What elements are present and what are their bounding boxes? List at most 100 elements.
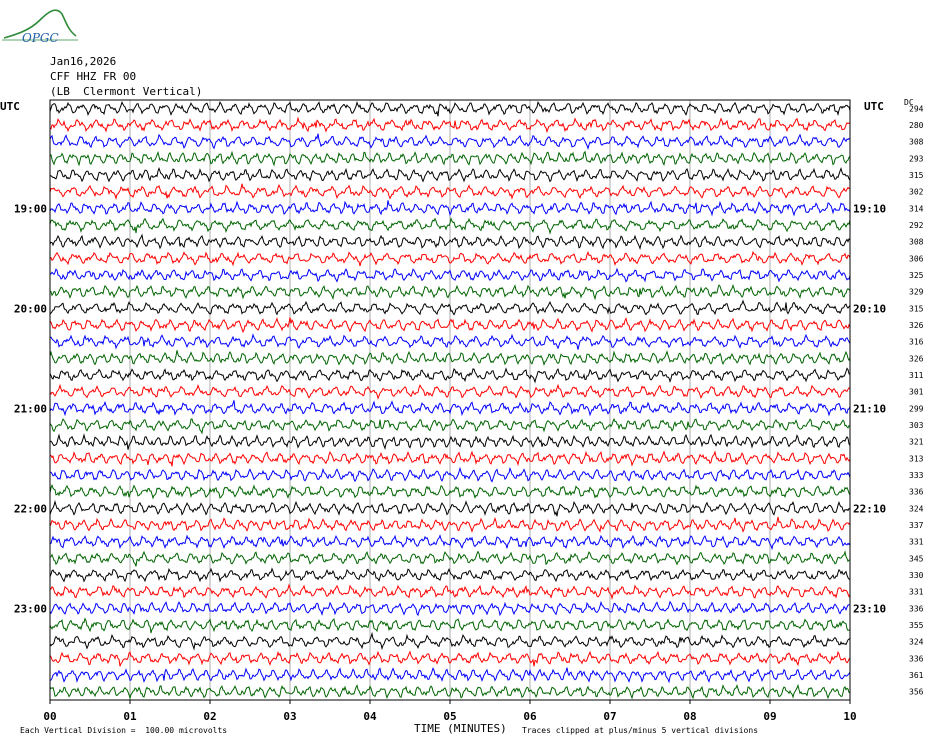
seismic-trace <box>49 583 851 601</box>
dc-offset-label: 301 <box>909 388 924 397</box>
x-tick-label: 01 <box>123 710 137 723</box>
dc-offset-label: 336 <box>909 488 924 497</box>
seismic-trace <box>49 217 851 235</box>
left-hour-label: 23:00 <box>14 602 47 615</box>
dc-offset-label: 355 <box>909 621 924 630</box>
x-axis-title: TIME (MINUTES) <box>414 722 507 735</box>
dc-offset-label: 315 <box>909 304 924 313</box>
x-tick-label: 09 <box>763 710 776 723</box>
dc-offset-label: 345 <box>909 554 924 563</box>
dc-offset-label: 308 <box>909 238 924 247</box>
seismic-trace <box>49 450 851 467</box>
dc-offset-label: 336 <box>909 654 924 663</box>
seismic-trace <box>49 350 851 367</box>
dc-offset-label: 333 <box>909 471 924 480</box>
dc-offset-label: 326 <box>909 321 924 330</box>
seismic-traces <box>49 100 851 701</box>
seismic-trace <box>49 150 851 167</box>
dc-offset-label: 336 <box>909 604 924 613</box>
seismic-trace <box>49 400 851 417</box>
dc-offset-label: 303 <box>909 421 924 430</box>
dc-offset-label: 331 <box>909 538 924 547</box>
dc-offset-label: 324 <box>909 504 924 513</box>
dc-offset-label: 356 <box>909 688 924 697</box>
x-tick-label: 05 <box>443 710 456 723</box>
seismic-trace <box>49 200 851 217</box>
clip-note: Traces clipped at plus/minus 5 vertical … <box>522 726 759 735</box>
seismic-trace <box>49 233 851 251</box>
seismic-trace <box>49 667 851 684</box>
seismic-trace <box>49 549 851 567</box>
seismic-trace <box>49 317 851 334</box>
right-hour-label: 20:10 <box>853 302 886 315</box>
dc-offset-label: 361 <box>909 671 924 680</box>
left-hour-label: 22:00 <box>14 502 47 515</box>
dc-offset-label: 280 <box>909 121 924 130</box>
dc-offset-label: 306 <box>909 254 924 263</box>
left-hour-label: 20:00 <box>14 302 47 315</box>
seismic-trace <box>49 534 851 551</box>
x-tick-label: 02 <box>203 710 216 723</box>
x-tick-label: 08 <box>683 710 696 723</box>
seismic-trace <box>49 100 851 117</box>
seismic-trace <box>49 617 851 634</box>
seismic-trace <box>49 333 851 350</box>
dc-offset-label: 302 <box>909 188 924 197</box>
dc-offset-label: 331 <box>909 588 924 597</box>
dc-offset-label: 292 <box>909 221 924 230</box>
seismic-trace <box>49 116 851 134</box>
dc-offset-label: 329 <box>909 288 924 297</box>
dc-offset-label: 324 <box>909 638 924 647</box>
x-tick-label: 10 <box>843 710 856 723</box>
seismic-trace <box>49 283 851 301</box>
dc-offset-label: 311 <box>909 371 924 380</box>
hour-labels: 19:00 20:00 21:00 22:00 23:00 19:10 20:10 21:10… <box>14 202 886 615</box>
dc-offset-label: 321 <box>909 438 924 447</box>
seismic-trace <box>49 367 851 384</box>
dc-column-label: DC <box>904 98 914 107</box>
x-tick-label: 07 <box>603 710 616 723</box>
date-label: Jan16,2026 <box>50 55 117 68</box>
dc-offset-label: 316 <box>909 338 924 347</box>
logo-text: OPGC <box>22 31 59 45</box>
right-hour-label: 22:10 <box>853 502 886 515</box>
seismic-trace <box>50 166 851 183</box>
dc-offset-label: 293 <box>909 154 924 163</box>
dc-offset-label: 325 <box>909 271 924 280</box>
dc-offset-label: 299 <box>909 404 924 413</box>
left-utc-label: UTC <box>0 100 20 113</box>
station-label: CFF HHZ FR 00 <box>50 70 137 83</box>
seismic-trace <box>49 433 851 451</box>
left-hour-label: 19:00 <box>14 202 47 215</box>
right-hour-label: 23:10 <box>853 602 886 615</box>
dc-offset-label: 313 <box>909 454 924 463</box>
x-tick-label: 06 <box>523 710 537 723</box>
x-tick-label: 03 <box>283 710 296 723</box>
logo-mountain-icon <box>3 9 77 39</box>
dc-offset-label: 294 <box>909 104 924 113</box>
left-hour-label: 21:00 <box>14 402 47 415</box>
dc-offset-label: 330 <box>909 571 924 580</box>
seismic-trace <box>49 483 851 500</box>
opgc-logo: OPGC <box>2 9 78 45</box>
dc-offset-label: 314 <box>909 204 924 213</box>
seismic-trace <box>49 417 851 435</box>
dc-offset-labels: 294 280 308 293 315 302 314 292 308 306 325 329 315 3… <box>909 104 924 696</box>
right-hour-label: 19:10 <box>853 202 886 215</box>
seismic-trace <box>49 600 851 617</box>
seismic-trace <box>49 383 851 400</box>
seismic-trace <box>49 683 851 701</box>
location-label: (LB Clermont Vertical) <box>50 85 203 98</box>
seismic-trace <box>49 183 851 201</box>
right-utc-label: UTC <box>864 100 884 113</box>
right-hour-label: 21:10 <box>853 402 886 415</box>
seismic-trace <box>49 133 851 150</box>
seismic-trace <box>49 299 851 316</box>
dc-offset-label: 308 <box>909 138 924 147</box>
seismic-trace <box>49 499 851 517</box>
x-axis-ticks: 00 01 02 03 04 05 06 07 08 09 10 <box>43 700 857 723</box>
dc-offset-label: 326 <box>909 354 924 363</box>
seismic-trace <box>49 250 851 267</box>
x-tick-label: 00 <box>43 710 56 723</box>
